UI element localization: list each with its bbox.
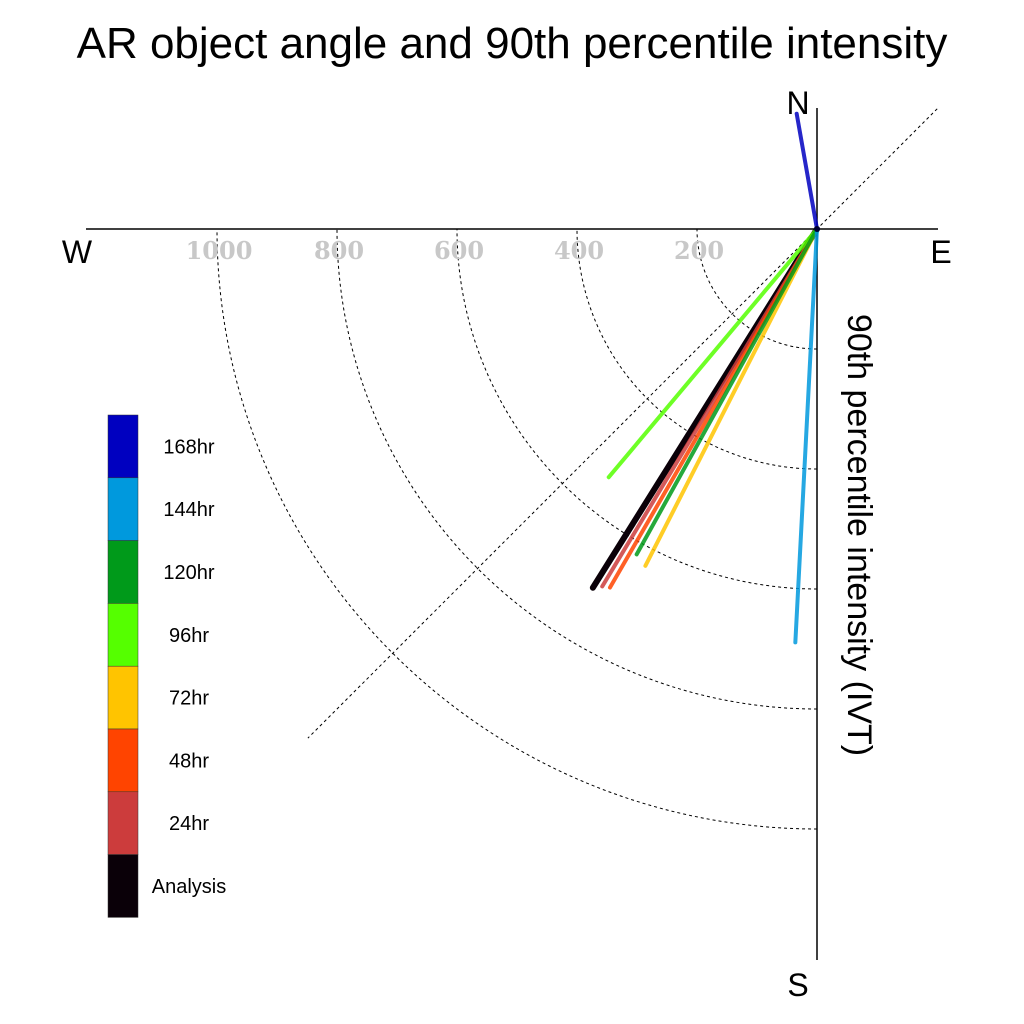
series-vector-144hr [793,227,819,645]
series-vector-120hr [634,227,819,557]
origin-point [814,226,820,232]
legend-swatch [107,728,139,793]
legend: 168hr 144hr 120hr 96hr 72hr 48hr 24hr Analysis [107,414,226,918]
legend-swatch [107,854,139,918]
legend-swatch [107,414,139,479]
radial-tick-label: 800 [314,236,364,265]
series-vector-72hr [643,227,819,568]
legend-label: 120hr [163,562,214,584]
series-vector-96hr [606,227,819,480]
legend-label: Analysis [152,876,226,898]
radial-tick-label: 200 [674,236,724,265]
grid-arc [696,228,818,350]
legend-swatch [107,540,139,604]
diagonal-reference-line [307,108,938,739]
legend-label: 48hr [169,750,209,772]
radial-tick-label: 400 [554,236,604,265]
series-vector-168hr [794,111,819,231]
series-vectors [589,111,820,645]
legend-label: 144hr [163,499,214,521]
grid-arc [216,228,818,830]
legend-label: 96hr [169,625,209,647]
compass-north-label: N [786,85,809,121]
legend-label: 72hr [169,688,209,710]
legend-swatch [107,477,139,541]
chart-title: AR object angle and 90th percentile inte… [77,19,948,68]
legend-swatch [107,791,139,855]
legend-label: 168hr [163,436,214,458]
legend-swatch [107,665,139,730]
radial-tick-labels: 200 400 600 800 1000 [186,236,724,265]
radial-tick-label: 1000 [186,236,253,265]
legend-swatch [107,603,139,667]
compass-east-label: E [930,234,951,270]
legend-label: 24hr [169,813,209,835]
radial-axis-label: 90th percentile intensity (IVT) [840,314,878,756]
radial-tick-label: 600 [434,236,484,265]
compass-west-label: W [62,234,93,270]
compass-south-label: S [787,967,808,1003]
